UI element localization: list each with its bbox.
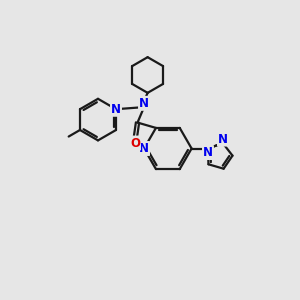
Text: N: N (203, 146, 213, 159)
Text: N: N (203, 146, 213, 159)
Text: N: N (139, 97, 149, 110)
Text: N: N (139, 142, 149, 155)
Text: N: N (218, 133, 228, 146)
Text: N: N (139, 142, 149, 155)
Text: O: O (130, 136, 140, 150)
Text: N: N (111, 103, 121, 116)
Text: O: O (130, 136, 140, 150)
Text: N: N (218, 133, 228, 146)
Text: N: N (111, 103, 121, 116)
Text: N: N (139, 97, 149, 110)
